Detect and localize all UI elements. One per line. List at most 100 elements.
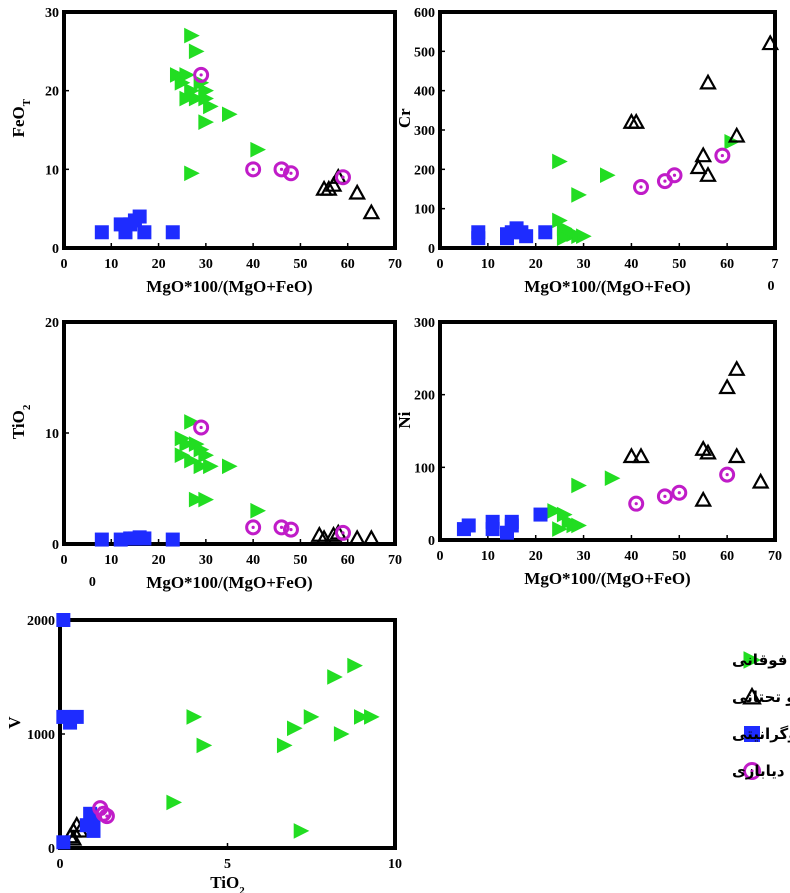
data-point-diabase-dyke-center [199, 425, 203, 430]
data-point-plagiogranite-dyke [94, 225, 109, 240]
data-point-plagiogranite-dyke [165, 225, 180, 240]
series-plagiogranite_dyke [456, 507, 548, 540]
x-tick-label: 10 [104, 257, 118, 272]
y-tick-label: 100 [414, 461, 435, 476]
x-tick-label: 5 [224, 857, 231, 872]
data-point-upper-gabbro [571, 517, 587, 534]
y-tick-label: 0 [52, 242, 59, 257]
data-point-upper-gabbro [198, 447, 214, 464]
y-tick-label: 10 [45, 163, 59, 178]
x-tick-label: 0 [61, 553, 68, 568]
data-point-diabase-dyke [282, 521, 299, 538]
data-point-diabase-dyke-center [341, 531, 345, 535]
data-point-lower-gabbro [761, 34, 780, 51]
data-point-upper-gabbro [552, 521, 568, 537]
data-point-lower-gabbro [694, 490, 713, 507]
data-point-diabase-dyke-center [289, 527, 293, 532]
data-point-upper-gabbro [184, 27, 200, 44]
data-point-lower-gabbro [727, 447, 746, 464]
x-tick-label: 20 [529, 257, 543, 272]
y-tick-label: 200 [414, 389, 435, 404]
y-tick-label: 1000 [27, 728, 55, 743]
x-tick-label: 0 [437, 257, 444, 272]
x-tick-label: 10 [481, 257, 495, 272]
data-point-upper-gabbro [179, 67, 196, 83]
data-point-lower-gabbro [348, 183, 367, 200]
data-point-upper-gabbro [174, 447, 191, 464]
data-point-upper-gabbro [576, 228, 592, 245]
series-plagiogranite_dyke [94, 530, 180, 547]
data-point-plagiogranite-dyke [500, 231, 514, 246]
data-point-lower-gabbro [362, 529, 381, 546]
series-upper_gabbro [547, 470, 621, 537]
x-tick-label: 50 [672, 549, 686, 564]
x-tick-label: 10 [104, 553, 118, 568]
data-point-lower-gabbro [727, 359, 746, 376]
y-tick-label: 30 [45, 6, 59, 21]
data-point-lower-gabbro [622, 447, 641, 464]
series-lower_gabbro [310, 523, 381, 546]
data-point-upper-gabbro [188, 43, 205, 60]
data-point-diabase-dyke-center [279, 525, 284, 529]
data-point-upper-gabbro [327, 669, 343, 685]
series-plagiogranite_dyke [471, 221, 553, 246]
series-upper_gabbro [174, 414, 266, 519]
data-point-diabase-dyke [245, 519, 262, 536]
data-point-upper-gabbro [303, 709, 320, 725]
data-point-diabase-dyke [714, 147, 731, 164]
plot-frame [62, 10, 397, 250]
series-upper_gabbro [169, 27, 266, 182]
data-point-lower-gabbro [718, 378, 737, 395]
data-point-diabase-dyke [193, 66, 210, 83]
data-point-plagiogranite-dyke [137, 225, 152, 240]
y-tick-label: 200 [414, 163, 435, 178]
data-point-upper-gabbro [222, 106, 238, 123]
data-point-diabase-dyke-center [639, 185, 643, 189]
data-point-diabase-dyke-center [634, 502, 638, 506]
data-point-plagiogranite-dyke [132, 209, 147, 224]
legend-marker-plagiogranite-dyke [744, 726, 760, 742]
data-point-upper-gabbro [354, 709, 370, 725]
x-tick-label: 40 [246, 257, 260, 272]
y-tick-label: 100 [414, 203, 435, 218]
data-point-upper-gabbro [184, 452, 200, 469]
x-tick-label: 50 [293, 257, 307, 272]
legend-item: دایک دیابازی [732, 762, 790, 780]
data-point-upper-gabbro [179, 90, 196, 107]
data-point-upper-gabbro [198, 491, 214, 508]
plot-frame [438, 10, 777, 250]
legend-label: دایک دیابازی [732, 762, 790, 780]
x-tick-label: 0 [61, 257, 68, 272]
data-point-upper-gabbro [547, 503, 563, 519]
data-point-diabase-dyke [334, 524, 351, 541]
data-point-upper-gabbro [333, 726, 350, 742]
y-axis-label: Ni [395, 411, 414, 428]
data-point-lower-gabbro [727, 126, 746, 143]
data-point-plagiogranite-dyke [165, 532, 180, 547]
data-point-upper-gabbro [293, 823, 310, 839]
panel-feo: 0 10 20 30 40 50 60 70 0 10 20 30 MgO*100/(MgO+FeO) F… [9, 6, 402, 296]
x-axis-label: MgO*100/(MgO+FeO) [524, 277, 690, 296]
data-point-diabase-dyke [273, 519, 290, 536]
data-point-upper-gabbro [276, 737, 293, 754]
data-point-diabase-dyke [666, 167, 683, 184]
data-point-plagiogranite-dyke [56, 613, 71, 627]
data-point-lower-gabbro [627, 112, 646, 129]
y-tick-label: 300 [414, 124, 435, 139]
series-diabase_dyke [193, 66, 351, 186]
x-tick-label: 0 [437, 549, 444, 564]
x-tick-label: 60 [720, 549, 734, 564]
y-tick-label: 600 [414, 6, 435, 21]
data-point-diabase-dyke-center [672, 173, 677, 177]
data-point-diabase-dyke [245, 161, 262, 178]
data-point-upper-gabbro [571, 477, 587, 494]
legend-item: گابرو فوقانی [732, 651, 790, 669]
data-point-plagiogranite-dyke [137, 531, 152, 546]
data-point-upper-gabbro [250, 502, 266, 519]
data-point-diabase-dyke-center [105, 814, 109, 818]
x-axis-label: MgO*100/(MgO+FeO) [146, 573, 312, 592]
data-point-upper-gabbro [188, 491, 205, 508]
data-point-diabase-dyke [334, 169, 351, 186]
data-point-upper-gabbro [179, 436, 196, 452]
